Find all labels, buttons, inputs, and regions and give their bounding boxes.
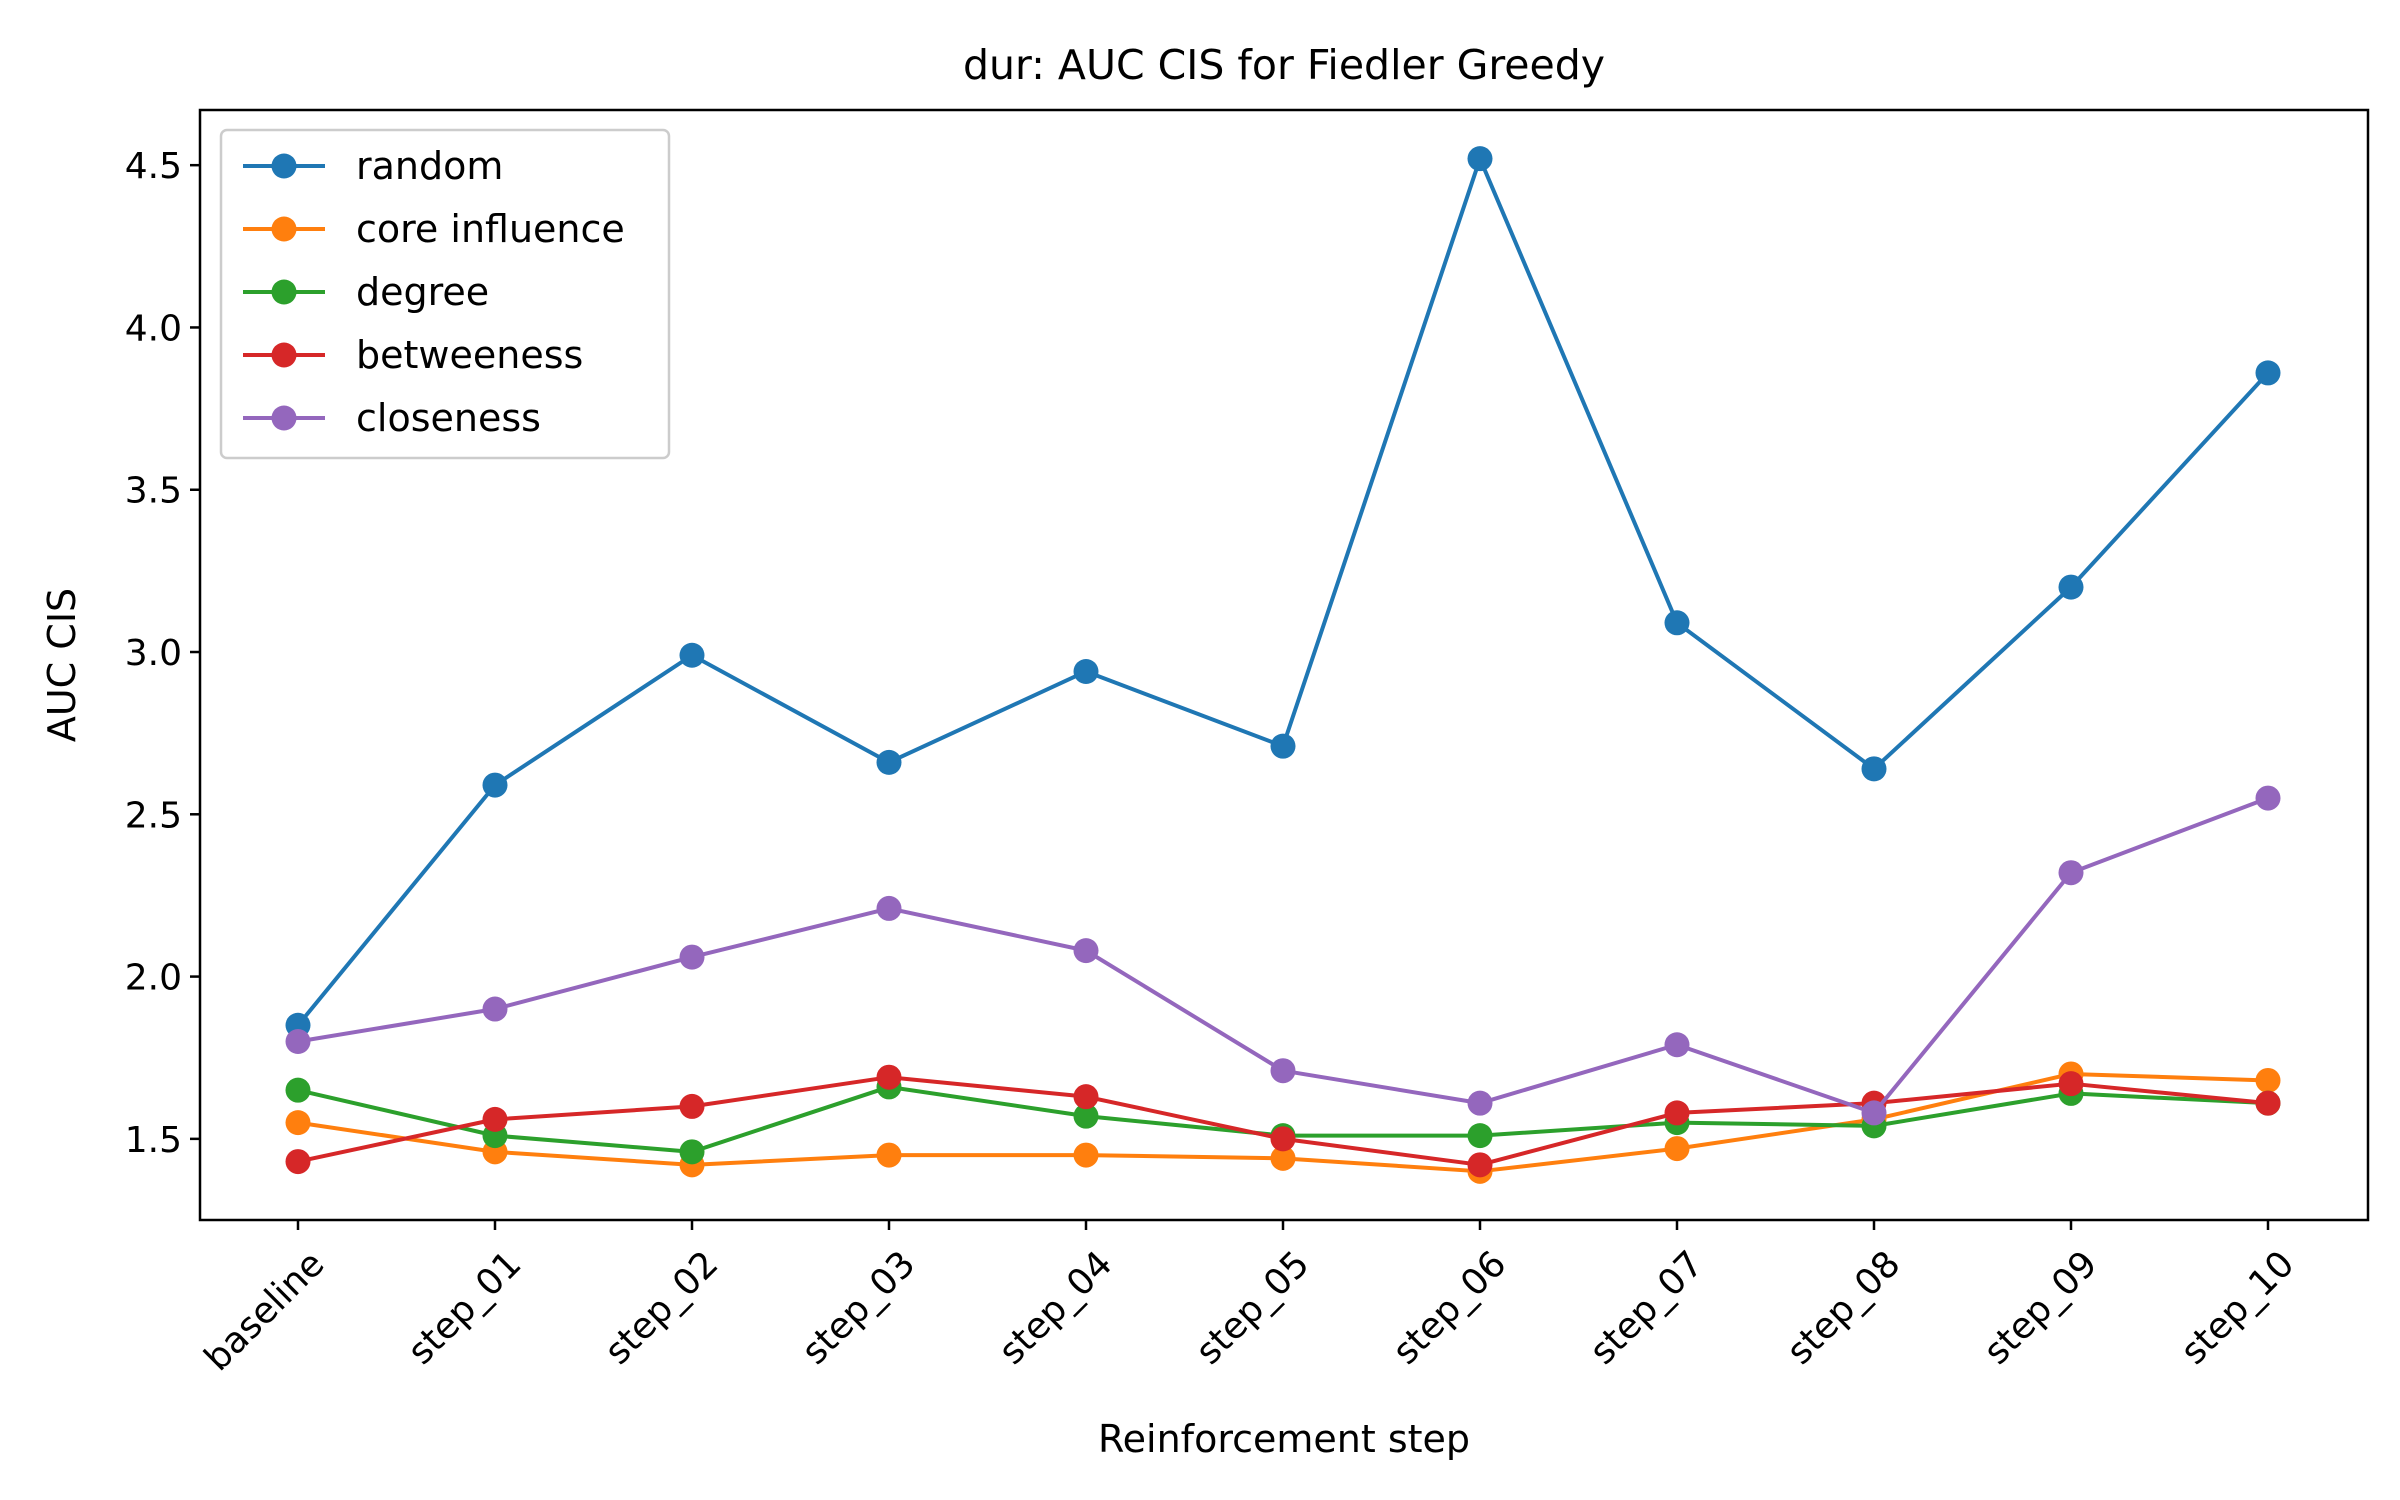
legend-item-random: random	[243, 144, 503, 188]
y-tick-label: 2.5	[125, 795, 182, 836]
data-point	[679, 1093, 705, 1119]
x-tick-label: step_07	[1582, 1243, 1711, 1372]
data-point	[1467, 1152, 1493, 1178]
data-point	[876, 895, 902, 921]
data-point	[1664, 1032, 1690, 1058]
y-axis: 1.5 2.0 2.5 3.0 3.5 4.0 4.5	[125, 146, 200, 1161]
data-point	[2058, 1071, 2084, 1097]
data-point	[1664, 610, 1690, 636]
legend-label: degree	[356, 270, 489, 314]
y-tick-label: 4.0	[125, 308, 182, 349]
data-point	[1270, 1126, 1296, 1152]
data-point	[482, 996, 508, 1022]
data-point	[1664, 1136, 1690, 1162]
x-tick-label: step_08	[1779, 1243, 1908, 1372]
legend-marker	[271, 405, 297, 431]
legend-marker	[271, 153, 297, 179]
y-tick-label: 1.5	[125, 1120, 182, 1161]
legend-marker	[271, 279, 297, 305]
data-point	[482, 772, 508, 798]
chart-title: dur: AUC CIS for Fiedler Greedy	[963, 41, 1605, 89]
data-point	[1467, 1090, 1493, 1116]
y-axis-label: AUC CIS	[40, 588, 84, 742]
data-point	[1270, 733, 1296, 759]
data-point	[2058, 860, 2084, 886]
y-tick-label: 2.0	[125, 958, 182, 999]
legend-label: random	[356, 144, 503, 188]
legend-item-betweeness: betweeness	[243, 333, 583, 377]
legend-item-degree: degree	[243, 270, 489, 314]
data-point	[2058, 574, 2084, 600]
data-point	[2255, 785, 2281, 811]
x-tick-label: step_02	[597, 1243, 726, 1372]
x-tick-label: step_06	[1385, 1243, 1514, 1372]
data-point	[876, 749, 902, 775]
legend-item-core-influence: core influence	[243, 207, 625, 251]
data-point	[1467, 1123, 1493, 1149]
legend-marker	[271, 342, 297, 368]
legend-label: core influence	[356, 207, 625, 251]
legend-label: closeness	[356, 396, 541, 440]
data-point	[1073, 1103, 1099, 1129]
legend: random core influence degree betweeness clos…	[219, 128, 671, 460]
data-point	[679, 642, 705, 668]
x-tick-label: step_01	[400, 1243, 529, 1372]
legend-marker	[271, 216, 297, 242]
data-point	[1270, 1145, 1296, 1171]
x-tick-label: baseline	[197, 1243, 333, 1379]
data-point	[285, 1149, 311, 1175]
series-closeness	[285, 785, 2281, 1126]
data-point	[285, 1110, 311, 1136]
series-random	[285, 146, 2281, 1038]
data-point	[2255, 1067, 2281, 1093]
data-point	[1861, 1100, 1887, 1126]
data-point	[1270, 1058, 1296, 1084]
data-point	[876, 1064, 902, 1090]
x-axis: baseline step_01 step_02 step_03 step_04 step…	[197, 1220, 2302, 1379]
x-tick-label: step_05	[1188, 1243, 1317, 1372]
data-point	[1467, 146, 1493, 172]
legend-label: betweeness	[356, 333, 583, 377]
data-point	[679, 944, 705, 970]
data-point	[679, 1139, 705, 1165]
x-tick-label: step_09	[1976, 1243, 2105, 1372]
data-point	[1861, 756, 1887, 782]
legend-box	[219, 128, 671, 460]
data-point	[482, 1106, 508, 1132]
data-point	[876, 1142, 902, 1168]
y-tick-label: 3.0	[125, 633, 182, 674]
data-point	[285, 1077, 311, 1103]
x-axis-label: Reinforcement step	[1098, 1417, 1470, 1461]
data-point	[1073, 1142, 1099, 1168]
data-point	[1073, 938, 1099, 964]
x-tick-label: step_04	[991, 1243, 1120, 1372]
data-point	[2255, 1090, 2281, 1116]
series-layer	[285, 146, 2281, 1184]
y-tick-label: 3.5	[125, 471, 182, 512]
data-point	[285, 1028, 311, 1054]
y-tick-label: 4.5	[125, 146, 182, 187]
data-point	[1664, 1100, 1690, 1126]
data-point	[2255, 360, 2281, 386]
x-tick-label: step_03	[794, 1243, 923, 1372]
legend-item-closeness: closeness	[243, 396, 541, 440]
x-tick-label: step_10	[2173, 1243, 2302, 1372]
data-point	[1073, 1084, 1099, 1110]
data-point	[1073, 658, 1099, 684]
